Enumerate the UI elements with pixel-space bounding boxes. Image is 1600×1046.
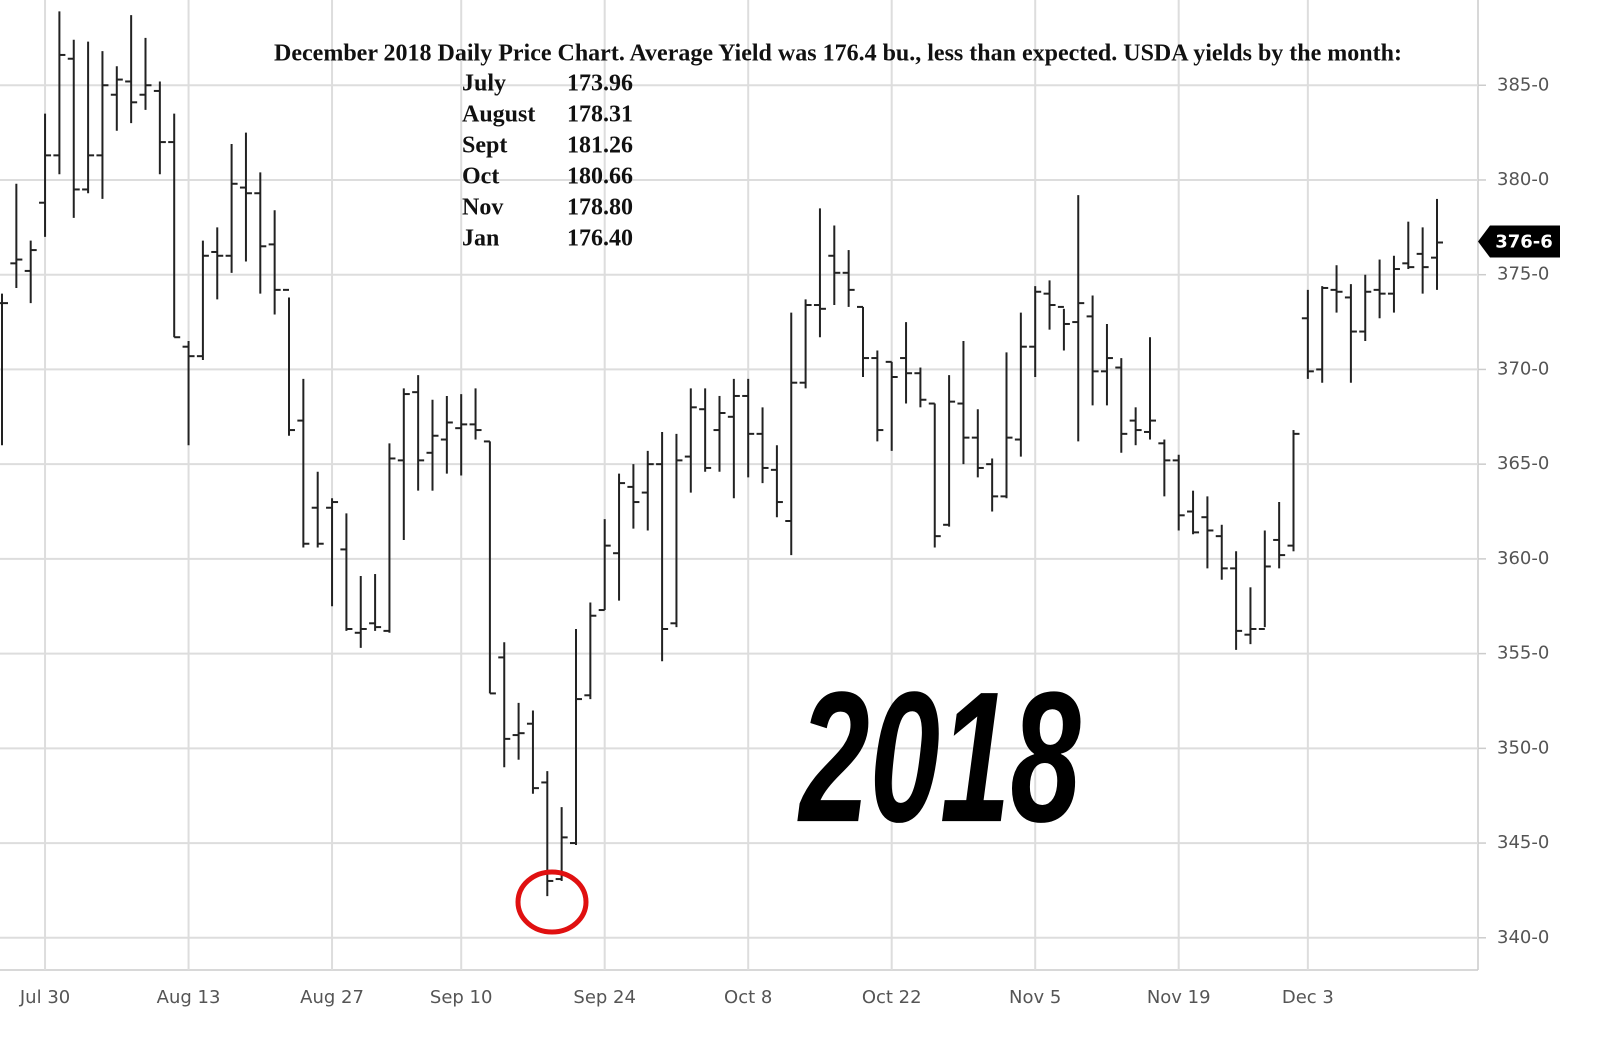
yield-month: Jan — [462, 226, 499, 252]
x-tick-label: Sep 24 — [573, 987, 636, 1008]
x-tick-label: Dec 3 — [1282, 987, 1334, 1008]
x-tick-label: Oct 22 — [862, 987, 922, 1008]
axes: 340-0 345-0 350-0 355-0 360-0 365-0 370-0 375-0… — [19, 74, 1560, 1008]
yield-month: Oct — [462, 164, 499, 190]
x-tick-label: Nov 5 — [1009, 987, 1061, 1008]
y-tick-label: 360-0 — [1497, 548, 1549, 569]
yield-value: 178.80 — [567, 195, 633, 221]
yield-value: 181.26 — [567, 133, 633, 159]
x-tick-label: Oct 8 — [724, 987, 772, 1008]
grid — [0, 0, 1478, 970]
x-tick-label: Nov 19 — [1147, 987, 1211, 1008]
year-label: 2018 — [797, 653, 1081, 861]
y-tick-label: 340-0 — [1497, 927, 1549, 948]
yield-value: 173.96 — [567, 71, 633, 97]
yield-value: 176.40 — [567, 226, 633, 252]
x-tick-label: Sep 10 — [430, 987, 493, 1008]
price-bars — [0, 11, 1443, 897]
yield-table: July 173.96 August 178.31 Sept 181.26 Oct 180.6… — [462, 71, 633, 252]
last-price-tag — [1478, 225, 1560, 258]
chart-title: December 2018 Daily Price Chart. Average… — [274, 41, 1402, 67]
x-tick-label: Aug 27 — [300, 987, 364, 1008]
yield-month: Sept — [462, 133, 507, 159]
x-tick-label: Aug 13 — [157, 987, 221, 1008]
y-tick-label: 385-0 — [1497, 74, 1549, 95]
last-price-label: 376-6 — [1495, 232, 1553, 253]
y-tick-label: 355-0 — [1497, 643, 1549, 664]
yield-month: August — [462, 102, 535, 128]
y-tick-label: 345-0 — [1497, 832, 1549, 853]
yield-month: Nov — [462, 195, 503, 221]
y-tick-label: 370-0 — [1497, 358, 1549, 379]
yield-value: 178.31 — [567, 102, 633, 128]
y-tick-label: 380-0 — [1497, 169, 1549, 190]
y-tick-label: 350-0 — [1497, 737, 1549, 758]
y-tick-label: 375-0 — [1497, 264, 1549, 285]
x-tick-label: Jul 30 — [19, 987, 70, 1008]
low-highlight-circle — [515, 869, 589, 935]
y-tick-label: 365-0 — [1497, 453, 1549, 474]
yield-value: 180.66 — [567, 164, 633, 190]
yield-month: July — [462, 71, 506, 97]
